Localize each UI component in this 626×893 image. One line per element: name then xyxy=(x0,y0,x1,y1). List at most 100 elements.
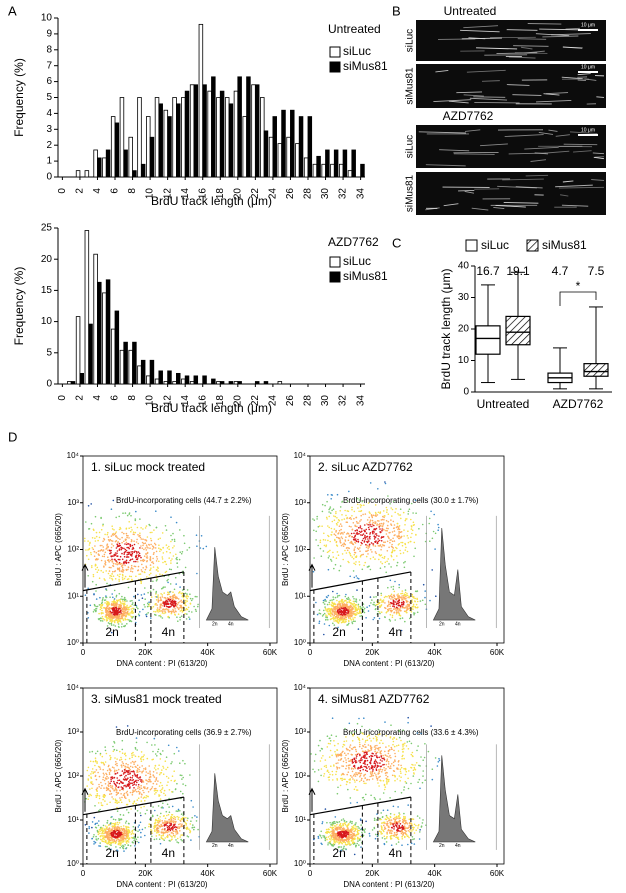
dot xyxy=(125,770,128,773)
dot xyxy=(334,515,337,518)
dot xyxy=(110,756,112,759)
dot xyxy=(108,561,110,563)
dot xyxy=(105,589,108,591)
dot xyxy=(137,783,140,786)
dot xyxy=(335,541,338,544)
y-tick-label: 0 xyxy=(46,379,52,390)
dot xyxy=(161,558,164,560)
dot xyxy=(368,605,371,607)
dot xyxy=(337,554,340,556)
dot xyxy=(152,562,155,565)
dot xyxy=(380,548,382,551)
dot xyxy=(143,559,146,562)
dot xyxy=(380,546,383,548)
dot xyxy=(102,794,105,796)
dot xyxy=(363,611,366,614)
dot xyxy=(120,818,123,820)
bar xyxy=(132,341,137,385)
dot xyxy=(333,618,335,621)
dot xyxy=(140,787,143,790)
dot xyxy=(114,842,117,845)
dot xyxy=(367,610,370,612)
dot xyxy=(101,840,104,843)
dot xyxy=(432,530,435,533)
dot xyxy=(95,551,98,554)
dot xyxy=(406,609,408,611)
dot xyxy=(177,808,180,811)
dot xyxy=(162,610,164,613)
dot xyxy=(130,570,132,572)
dot xyxy=(104,749,107,752)
dot xyxy=(362,553,365,556)
dot xyxy=(348,490,350,493)
dot xyxy=(96,822,98,824)
dot xyxy=(164,608,166,610)
dot xyxy=(400,629,403,632)
dot xyxy=(410,518,412,521)
dot xyxy=(89,788,91,790)
dot xyxy=(353,553,356,556)
dot xyxy=(160,825,163,827)
dot xyxy=(379,554,382,557)
dot xyxy=(424,540,427,543)
dot xyxy=(115,769,118,772)
dot xyxy=(355,561,357,563)
dot xyxy=(132,802,134,805)
y-tick-label: 7 xyxy=(46,60,52,71)
bar xyxy=(158,103,163,178)
dot xyxy=(353,551,356,554)
dot xyxy=(169,817,172,819)
dot xyxy=(172,821,175,824)
dot xyxy=(160,836,162,839)
dot xyxy=(328,610,330,613)
dot xyxy=(174,608,176,610)
dot xyxy=(387,609,390,612)
dot xyxy=(116,793,118,795)
dot xyxy=(133,773,136,775)
dot xyxy=(149,547,151,549)
dot xyxy=(111,577,113,580)
dot xyxy=(131,832,134,834)
dot xyxy=(394,597,396,600)
dot xyxy=(154,604,156,606)
dot xyxy=(337,521,339,524)
micrograph xyxy=(416,20,606,61)
dot xyxy=(402,597,405,599)
dot xyxy=(186,826,189,829)
dot xyxy=(374,528,377,530)
dot xyxy=(173,611,175,614)
dot xyxy=(145,565,147,568)
dot xyxy=(133,790,135,793)
dot xyxy=(408,605,411,607)
dot xyxy=(92,772,94,775)
dot xyxy=(105,606,108,609)
dot xyxy=(108,833,111,835)
dot xyxy=(387,586,389,589)
dot xyxy=(106,822,108,824)
dot xyxy=(117,558,120,561)
dot xyxy=(148,765,150,767)
dot xyxy=(379,567,382,569)
dot xyxy=(408,508,411,511)
dot xyxy=(96,787,99,789)
dot xyxy=(131,829,134,832)
dot xyxy=(357,507,359,509)
dot xyxy=(404,607,406,609)
scale-label: 10 μm xyxy=(581,127,595,133)
dot xyxy=(136,799,139,801)
dot xyxy=(188,618,191,620)
dot xyxy=(332,617,335,619)
dot xyxy=(166,822,168,824)
dot xyxy=(107,830,109,833)
dot xyxy=(145,544,148,546)
dot xyxy=(102,571,104,574)
dot xyxy=(326,500,328,503)
dot xyxy=(397,602,399,605)
dot xyxy=(126,604,128,607)
dot xyxy=(329,610,332,613)
dot xyxy=(141,570,143,573)
dot xyxy=(329,609,332,611)
dot xyxy=(399,514,402,516)
dot xyxy=(350,615,353,618)
